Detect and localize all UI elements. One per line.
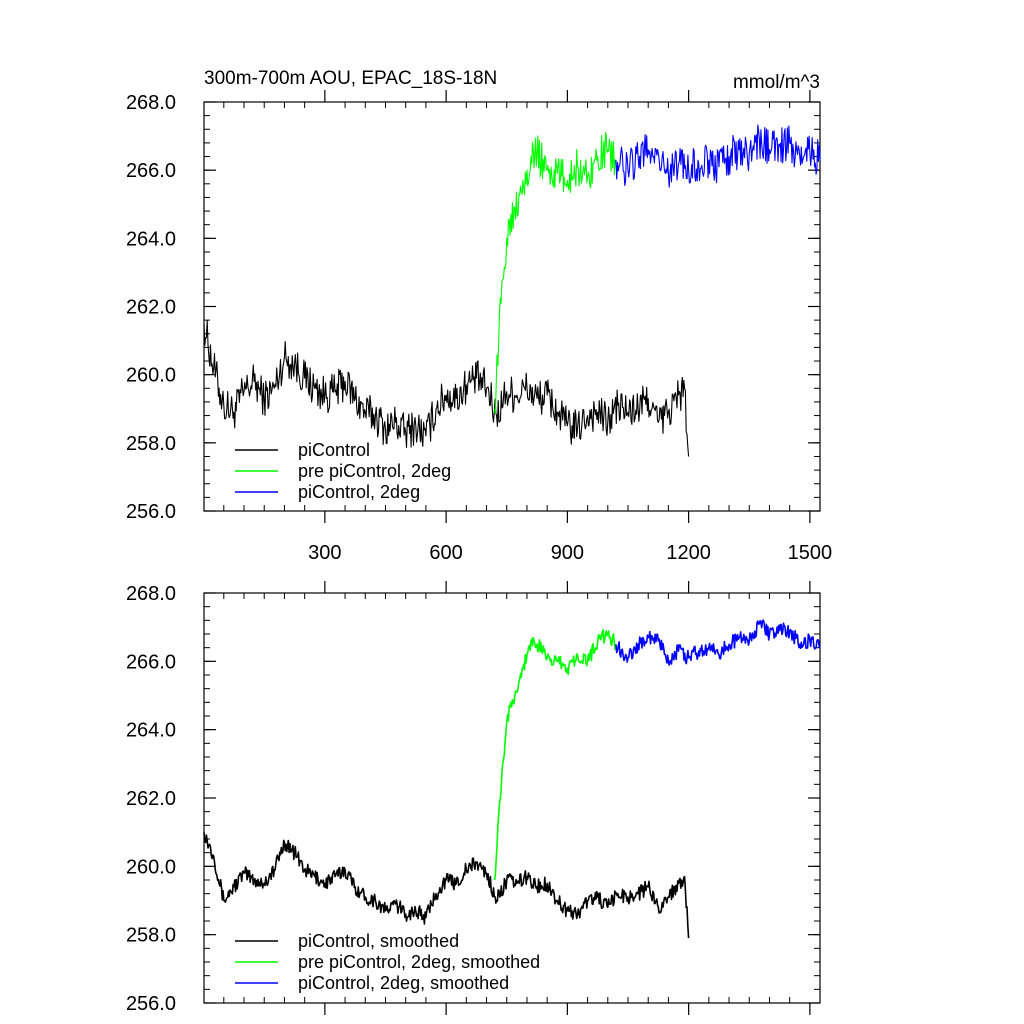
y-tick-label: 266.0 <box>126 651 176 673</box>
legend-label: piControl <box>298 440 370 460</box>
series-line-1 <box>493 628 617 881</box>
y-tick-label: 260.0 <box>126 856 176 878</box>
x-tick-label: 900 <box>551 542 584 564</box>
y-tick-label: 260.0 <box>126 365 176 387</box>
x-tick-label: 1500 <box>788 542 833 564</box>
x-tick-label: 1200 <box>666 542 711 564</box>
y-tick-label: 256.0 <box>126 501 176 523</box>
legend-label: piControl, 2deg <box>298 482 420 502</box>
y-tick-label: 262.0 <box>126 297 176 319</box>
series-line-0 <box>203 832 690 939</box>
legend-label: pre piControl, 2deg <box>298 461 451 481</box>
series-line-2 <box>615 619 821 666</box>
chart-title: 300m-700m AOU, EPAC_18S-18N <box>204 68 497 89</box>
y-tick-label: 268.0 <box>126 583 176 605</box>
y-tick-label: 264.0 <box>126 228 176 250</box>
y-tick-label: 268.0 <box>126 92 176 114</box>
x-tick-label: 300 <box>308 542 341 564</box>
top-panel: 256.0 258.0 260.0 262.0 264.0 266.0 268.0 300 60… <box>126 90 832 564</box>
series-line-0 <box>203 319 690 457</box>
units-label: mmol/m^3 <box>733 72 820 93</box>
series-line-1 <box>494 132 616 415</box>
y-tick-label: 262.0 <box>126 788 176 810</box>
legend-label: pre piControl, 2deg, smoothed <box>298 952 540 972</box>
x-tick-label: 600 <box>429 542 462 564</box>
y-tick-label: 266.0 <box>126 160 176 182</box>
bottom-panel: 256.0 258.0 260.0 262.0 264.0 266.0 268.0 piCon… <box>126 581 821 1015</box>
y-tick-label: 258.0 <box>126 925 176 947</box>
y-tick-label: 256.0 <box>126 993 176 1015</box>
plot-frame <box>203 592 821 1004</box>
series-line-2 <box>615 124 821 188</box>
y-tick-label: 264.0 <box>126 720 176 742</box>
y-tick-label: 258.0 <box>126 433 176 455</box>
legend-label: piControl, smoothed <box>298 931 459 951</box>
legend-label: piControl, 2deg, smoothed <box>298 973 509 993</box>
